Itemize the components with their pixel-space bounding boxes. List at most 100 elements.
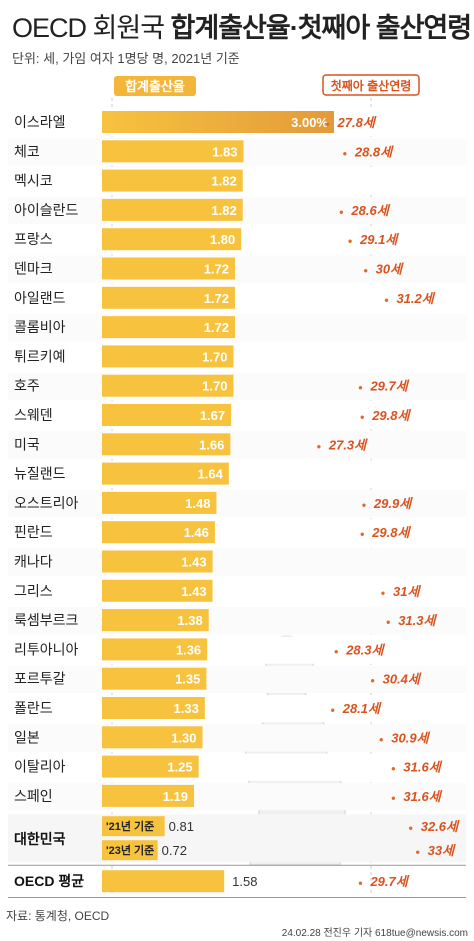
age-value-label: 28.3세 <box>345 642 385 657</box>
tfr-bar <box>102 755 199 778</box>
legend-age-label: 첫째아 출산연령 <box>331 78 412 93</box>
age-value-label: 31.2세 <box>396 291 435 306</box>
tfr-bar <box>102 433 231 456</box>
country-label: 오스트리아 <box>14 495 79 511</box>
country-label: 폴란드 <box>14 700 53 716</box>
row-band <box>8 636 466 664</box>
age-value-label: 29.8세 <box>371 408 411 423</box>
tfr-bar <box>102 140 244 163</box>
country-label: 멕시코 <box>14 173 53 189</box>
country-label-korea: 대한민국 <box>14 831 66 847</box>
country-label: 프랑스 <box>14 231 53 247</box>
tfr-value-label: 1.38 <box>177 613 202 628</box>
tfr-value-label: 1.19 <box>163 789 188 804</box>
korea-sub-label: '21년 기준 <box>106 819 154 833</box>
age-value-label: 30.9세 <box>391 730 430 745</box>
tfr-bar-korea <box>102 816 165 837</box>
age-dot: • <box>331 703 335 717</box>
row-band <box>8 695 466 723</box>
legend-age-tag <box>322 74 420 96</box>
age-dot: • <box>317 439 321 453</box>
age-value-label: 28.1세 <box>342 701 382 716</box>
age-value-label-oecd: 29.7세 <box>369 874 409 889</box>
title-part-1: OECD 회원국 <box>12 13 171 43</box>
tfr-bar <box>102 198 243 221</box>
country-label: 튀르키예 <box>14 348 66 364</box>
country-label: 뉴질랜드 <box>14 466 66 482</box>
credit-note: 24.02.28 전진우 기자 618tue@newsis.com <box>281 928 468 939</box>
country-label: 아일랜드 <box>14 290 66 306</box>
tfr-value-label-korea: 0.72 <box>162 843 187 858</box>
country-label-oecd: OECD 평균 <box>14 873 84 889</box>
tfr-value-label: 1.64 <box>198 467 224 482</box>
country-label: 스웨덴 <box>14 407 53 423</box>
row-band <box>8 577 466 606</box>
age-dot: • <box>360 410 364 424</box>
age-value-label: 31.6세 <box>403 760 442 775</box>
tfr-bar-korea <box>102 840 158 861</box>
age-value-label: 27.3세 <box>328 437 368 452</box>
country-label: 포르투갈 <box>14 671 66 687</box>
row-band <box>8 431 466 459</box>
country-label: 이스라엘 <box>14 114 66 130</box>
age-value-label: 30.4세 <box>383 672 422 687</box>
age-value-label: 31.3세 <box>398 613 437 628</box>
row-band <box>8 607 466 635</box>
tfr-value-label: 1.72 <box>204 320 229 335</box>
age-value-label: 31.6세 <box>403 789 442 804</box>
row-band <box>8 548 466 576</box>
tfr-value-label-oecd: 1.58 <box>232 874 257 889</box>
age-value-label: 28.8세 <box>354 144 394 159</box>
age-dot: • <box>381 586 385 600</box>
age-value-label: 29.7세 <box>369 379 409 394</box>
row-band <box>8 460 466 488</box>
row-band <box>8 284 466 313</box>
tfr-bar <box>102 550 213 573</box>
tfr-value-label: 1.72 <box>204 262 229 277</box>
age-dot: • <box>391 791 395 805</box>
country-label: 덴마크 <box>14 261 53 277</box>
country-label: 룩셈부르크 <box>14 612 79 628</box>
tfr-bar <box>102 257 236 280</box>
country-label: 리투아니아 <box>14 641 79 657</box>
tfr-bar <box>102 316 236 339</box>
age-value-label: 29.8세 <box>371 525 411 540</box>
age-dot: • <box>416 845 420 859</box>
tfr-value-label: 1.82 <box>211 174 236 189</box>
tfr-value-label: 1.36 <box>176 642 201 657</box>
chart-title: OECD 회원국 합계출산율·첫째아 출산연령 <box>12 6 472 45</box>
tfr-bar-oecd <box>102 870 225 893</box>
legend-tfr-tag <box>114 76 196 96</box>
tfr-value-label: 1.25 <box>167 760 192 775</box>
age-value-label: 29.1세 <box>359 232 399 247</box>
row-band <box>8 665 466 693</box>
tfr-bar <box>102 169 243 192</box>
age-dot: • <box>348 234 352 248</box>
row-band <box>8 314 466 342</box>
tfr-value-label: 1.72 <box>204 291 229 306</box>
tfr-value-label: 1.30 <box>171 730 196 745</box>
tfr-value-label: 1.70 <box>202 379 227 394</box>
tfr-value-label-korea: 0.81 <box>169 819 194 834</box>
tfr-value-label: 1.48 <box>185 496 210 511</box>
country-label: 캐나다 <box>14 554 53 570</box>
country-label: 그리스 <box>14 583 53 599</box>
tfr-bar <box>102 638 208 661</box>
row-band <box>8 343 466 371</box>
row-band <box>8 255 466 283</box>
country-label: 핀란드 <box>14 524 53 540</box>
age-dot: • <box>358 876 362 890</box>
age-dot: • <box>334 644 338 658</box>
age-dot: • <box>325 117 329 131</box>
row-band <box>8 402 466 430</box>
tfr-value-label: 1.33 <box>174 701 199 716</box>
country-label: 콜롬비아 <box>14 319 66 335</box>
age-dot: • <box>409 821 413 835</box>
age-value-label: 31세 <box>393 584 421 599</box>
age-value-label-korea: 33세 <box>428 843 456 858</box>
tfr-bar <box>102 345 234 368</box>
row-band <box>8 753 466 781</box>
country-label: 아이슬란드 <box>14 202 79 218</box>
country-label: 체코 <box>14 143 40 159</box>
